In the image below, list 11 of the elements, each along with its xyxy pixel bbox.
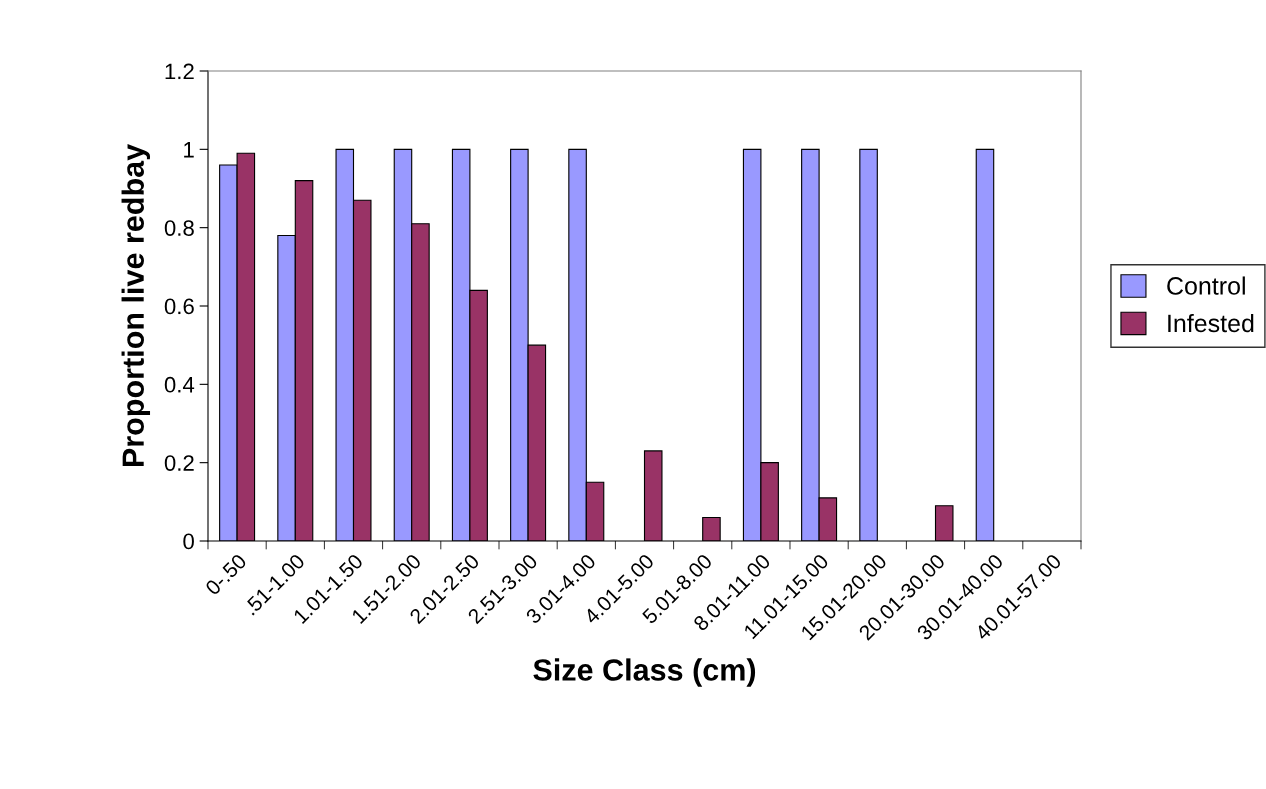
y-tick-label: 0 (183, 533, 194, 550)
y-tick-label: 1.2 (165, 63, 194, 80)
legend-label: Control (1167, 276, 1245, 295)
y-tick-label: 0.4 (164, 376, 195, 393)
y-axis-title: Proportion live redbay (121, 144, 151, 467)
x-axis-title: Size Class (cm) (533, 658, 756, 687)
y-tick-label: 0.2 (164, 455, 194, 471)
legend-label: Infested (1168, 313, 1254, 333)
y-tick-label: 1 (184, 142, 194, 158)
y-tick-label: 0.6 (164, 298, 194, 315)
y-tick-label: 0.8 (164, 220, 194, 236)
